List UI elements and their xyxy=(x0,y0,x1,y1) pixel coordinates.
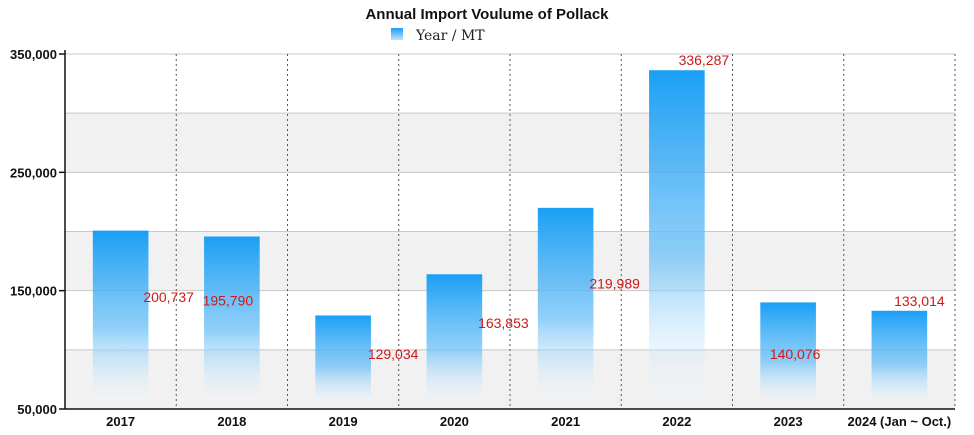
bar xyxy=(871,310,928,409)
data-label: 133,014 xyxy=(894,293,945,309)
data-label: 336,287 xyxy=(679,52,730,68)
x-tick-label: 2023 xyxy=(774,414,803,429)
y-tick-label: 250,000 xyxy=(10,165,57,180)
y-tick-label: 150,000 xyxy=(10,284,57,299)
bar xyxy=(204,236,260,409)
y-tick-label: 50,000 xyxy=(17,402,57,417)
bar xyxy=(537,207,594,409)
x-tick-label: 2018 xyxy=(217,414,246,429)
legend-swatch xyxy=(391,28,403,40)
axes xyxy=(59,50,955,410)
data-label: 200,737 xyxy=(143,289,194,305)
data-label: 195,790 xyxy=(203,292,254,308)
data-label: 163,853 xyxy=(478,315,529,331)
data-label: 140,076 xyxy=(770,346,821,362)
data-label: 219,989 xyxy=(589,275,640,291)
x-tick-label: 2022 xyxy=(662,414,691,429)
bar xyxy=(426,274,483,409)
data-label: 129,034 xyxy=(368,346,419,362)
bar xyxy=(92,230,149,409)
x-tick-label: 2024 (Jan ~ Oct.) xyxy=(848,414,952,429)
bars xyxy=(92,70,928,409)
x-tick-label: 2021 xyxy=(551,414,580,429)
x-tick-label: 2019 xyxy=(329,414,358,429)
plot-band xyxy=(65,113,955,173)
x-tick-label: 2020 xyxy=(440,414,469,429)
chart-title: Annual Import Voulume of Pollack xyxy=(365,6,609,23)
bar xyxy=(760,302,816,409)
bar xyxy=(315,315,371,409)
y-tick-label: 350,000 xyxy=(10,47,57,62)
bar xyxy=(649,70,705,409)
legend-label: Year / MT xyxy=(415,28,485,44)
labels: 50,000 150,000 250,000 350,000 2017 200,737 20… xyxy=(10,47,951,429)
x-tick-label: 2017 xyxy=(106,414,135,429)
